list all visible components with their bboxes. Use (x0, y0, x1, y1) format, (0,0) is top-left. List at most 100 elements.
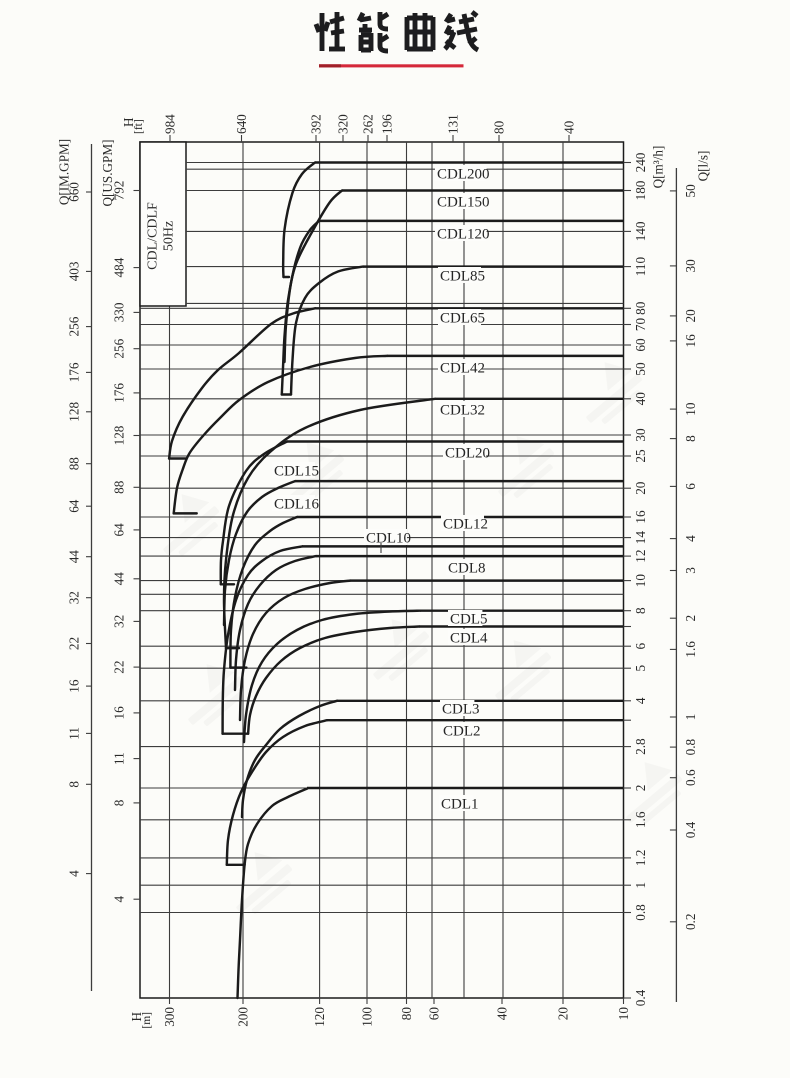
svg-text:403: 403 (67, 261, 82, 281)
svg-text:64: 64 (67, 499, 82, 513)
svg-text:2: 2 (683, 615, 698, 622)
svg-text:H: H (121, 117, 136, 127)
svg-text:44: 44 (112, 572, 127, 586)
svg-text:50: 50 (633, 362, 648, 376)
svg-text:131: 131 (446, 114, 461, 134)
svg-text:0.6: 0.6 (683, 769, 698, 786)
svg-text:88: 88 (112, 480, 127, 494)
svg-text:CDL4: CDL4 (450, 631, 488, 647)
svg-text:120: 120 (312, 1007, 327, 1027)
svg-text:20: 20 (556, 1007, 571, 1021)
svg-text:100: 100 (360, 1007, 375, 1027)
svg-text:200: 200 (236, 1007, 251, 1027)
svg-text:30: 30 (683, 259, 698, 273)
svg-text:660: 660 (67, 182, 82, 202)
svg-text:3: 3 (683, 567, 698, 574)
svg-text:4: 4 (683, 535, 698, 542)
svg-text:25: 25 (633, 449, 648, 463)
svg-text:128: 128 (67, 402, 82, 422)
svg-text:22: 22 (112, 661, 127, 674)
svg-text:50: 50 (683, 184, 698, 198)
svg-text:12: 12 (633, 550, 648, 563)
svg-text:16: 16 (112, 706, 127, 720)
svg-text:CDL10: CDL10 (366, 531, 411, 547)
svg-text:[ft]: [ft] (133, 119, 145, 134)
svg-text:60: 60 (633, 338, 648, 352)
svg-text:H: H (129, 1012, 144, 1022)
svg-text:1: 1 (633, 882, 648, 889)
svg-text:CDL5: CDL5 (450, 612, 488, 628)
svg-text:CDL12: CDL12 (443, 517, 488, 533)
svg-text:792: 792 (112, 181, 127, 201)
svg-text:Q[m³/h]: Q[m³/h] (651, 146, 666, 189)
svg-text:0.2: 0.2 (683, 914, 698, 930)
svg-text:11: 11 (67, 727, 82, 740)
svg-text:110: 110 (633, 257, 648, 277)
svg-text:40: 40 (562, 120, 577, 134)
svg-text:4: 4 (633, 697, 648, 704)
svg-text:0.4: 0.4 (633, 989, 648, 1006)
svg-text:Q[US.GPM]: Q[US.GPM] (100, 139, 115, 206)
svg-text:CDL32: CDL32 (440, 403, 485, 419)
svg-text:262: 262 (361, 114, 376, 134)
svg-text:40: 40 (633, 392, 648, 406)
svg-text:196: 196 (380, 114, 395, 134)
svg-text:10: 10 (683, 402, 698, 416)
svg-text:CDL120: CDL120 (437, 227, 490, 243)
svg-text:CDL2: CDL2 (443, 724, 481, 740)
svg-text:8: 8 (633, 607, 648, 614)
svg-text:32: 32 (112, 615, 127, 628)
svg-text:176: 176 (112, 383, 127, 403)
svg-text:CDL200: CDL200 (437, 167, 490, 183)
svg-text:1: 1 (683, 714, 698, 721)
svg-text:16: 16 (683, 334, 698, 348)
svg-text:80: 80 (633, 301, 648, 315)
svg-text:1.6: 1.6 (683, 641, 698, 658)
svg-text:CDL8: CDL8 (448, 561, 486, 577)
svg-text:16: 16 (633, 510, 648, 524)
svg-text:80: 80 (492, 120, 507, 134)
svg-text:CDL42: CDL42 (440, 361, 485, 377)
svg-text:10: 10 (633, 574, 648, 588)
svg-text:256: 256 (67, 316, 82, 336)
svg-text:11: 11 (112, 752, 127, 765)
svg-text:0.4: 0.4 (683, 821, 698, 838)
svg-text:4: 4 (112, 895, 127, 902)
svg-text:Q[l/s]: Q[l/s] (696, 151, 711, 182)
svg-text:CDL15: CDL15 (274, 464, 319, 480)
svg-text:50Hz: 50Hz (162, 221, 177, 251)
svg-text:[m]: [m] (141, 1012, 153, 1029)
svg-text:640: 640 (234, 114, 249, 134)
svg-text:40: 40 (495, 1007, 510, 1021)
svg-text:Q[IM.GPM]: Q[IM.GPM] (57, 139, 72, 205)
svg-text:60: 60 (427, 1007, 442, 1021)
svg-text:88: 88 (67, 457, 82, 471)
svg-text:44: 44 (67, 550, 82, 564)
svg-text:6: 6 (683, 483, 698, 490)
svg-text:CDL3: CDL3 (442, 702, 480, 718)
svg-text:1.2: 1.2 (633, 850, 648, 866)
svg-text:392: 392 (309, 114, 324, 134)
svg-text:14: 14 (633, 531, 648, 545)
svg-text:CDL20: CDL20 (445, 446, 490, 462)
svg-text:4: 4 (67, 870, 82, 877)
svg-text:320: 320 (336, 114, 351, 134)
svg-text:8: 8 (112, 799, 127, 806)
svg-text:0.8: 0.8 (633, 904, 648, 921)
svg-text:22: 22 (67, 637, 82, 650)
svg-text:8: 8 (67, 781, 82, 788)
svg-text:128: 128 (112, 425, 127, 445)
svg-text:30: 30 (633, 428, 648, 442)
svg-text:32: 32 (67, 591, 82, 604)
svg-text:16: 16 (67, 679, 82, 693)
svg-text:256: 256 (112, 338, 127, 358)
svg-text:240: 240 (633, 152, 648, 172)
svg-text:CDL85: CDL85 (440, 269, 485, 285)
svg-text:CDL/CDLF: CDL/CDLF (146, 202, 161, 270)
svg-text:180: 180 (633, 180, 648, 200)
svg-text:5: 5 (633, 664, 648, 671)
svg-text:140: 140 (633, 221, 648, 241)
svg-text:10: 10 (616, 1007, 631, 1021)
svg-text:20: 20 (683, 309, 698, 323)
svg-text:CDL16: CDL16 (274, 497, 320, 513)
